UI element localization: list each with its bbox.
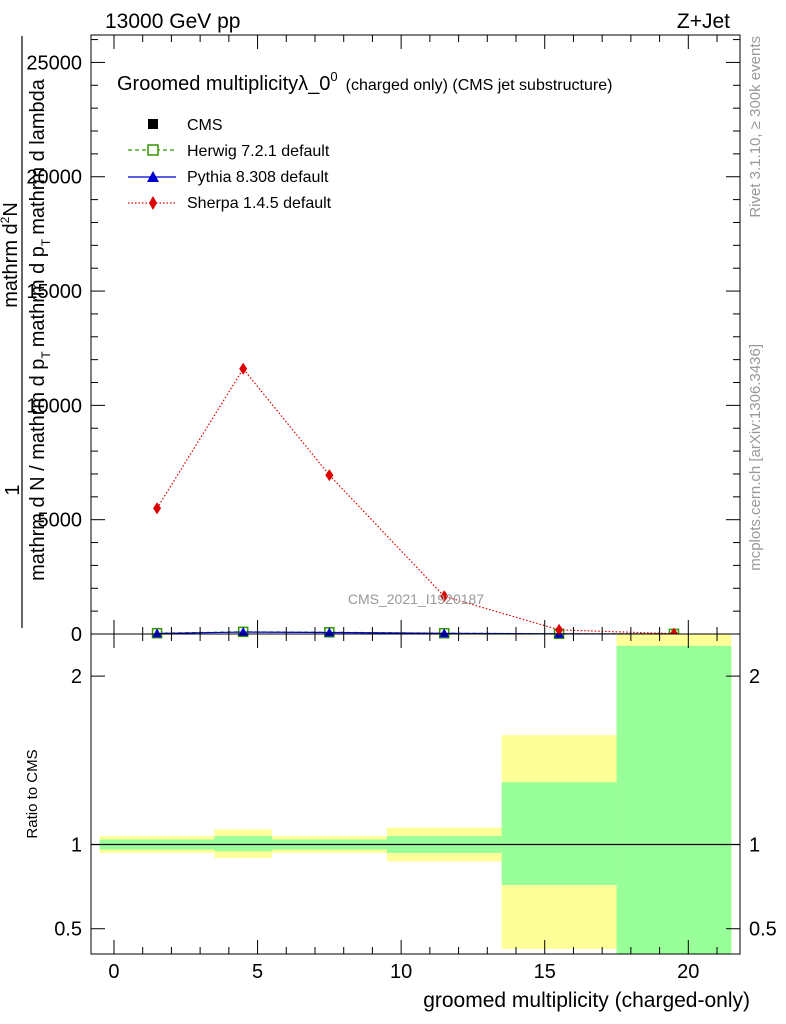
ylabel-den-sub1: T — [39, 351, 53, 359]
point-sherpa-3 — [440, 590, 449, 603]
ylabel-den-mid: mathrm d p — [27, 246, 49, 347]
ratio-ylabel: Ratio to CMS — [24, 749, 41, 838]
ratio-xtick-label-3: 15 — [534, 961, 556, 983]
point-sherpa-0 — [153, 502, 162, 515]
plot-title: Groomed multiplicityλ_00 (charged only) (… — [117, 69, 612, 95]
header-left: 13000 GeV pp — [105, 10, 240, 33]
ratio-xtick-label-2: 10 — [390, 961, 412, 983]
plot-title-main: Groomed multiplicityλ_0 — [117, 73, 330, 95]
main-ytick-label-0: 0 — [71, 624, 82, 646]
legend-cms-marker — [148, 119, 158, 129]
ylabel-num-d: mathrm d — [0, 223, 22, 307]
band-green-1 — [214, 836, 272, 852]
side-mcplots-text: mcplots.cern.ch [arXiv:1306.3436] — [747, 344, 764, 571]
point-pythia-0 — [152, 628, 163, 638]
main-ylabel: 1 mathrm d2N mathrm d N / mathrm d pTmat… — [0, 36, 53, 628]
plot-title-small: (charged only) (CMS jet substructure) — [346, 77, 613, 94]
side-rivet-text: Rivet 3.1.10, ≥ 300k events — [747, 36, 764, 218]
ylabel-num-n: N — [0, 202, 22, 216]
ylabel-den-end: mathrm d lambda — [27, 78, 49, 234]
main-plot: 0 5000 10000 15000 20000 25000 Groomed multip… — [0, 34, 741, 646]
legend-pythia-label: Pythia 8.308 default — [187, 169, 329, 186]
ylabel-one: 1 — [2, 484, 24, 495]
band-green-5 — [616, 645, 732, 954]
series-line-sherpa — [156, 367, 674, 635]
main-ticks: 0 5000 10000 15000 20000 25000 — [26, 35, 740, 646]
legend-pythia-marker — [147, 171, 159, 182]
ratio-xtick-label-0: 0 — [108, 961, 119, 983]
ratio-xtick-label-4: 20 — [677, 961, 699, 983]
main-ytick-label-2: 10000 — [26, 395, 82, 417]
point-sherpa-4 — [555, 623, 564, 636]
legend: CMS Herwig 7.2.1 default Pythia 8.308 de… — [128, 117, 332, 212]
ratio-ytick-label-right-2: 2 — [749, 666, 760, 688]
band-green-4 — [501, 782, 617, 885]
ratio-ytick-label-left-2: 2 — [71, 666, 82, 688]
ylabel-numerator: mathrm d2N — [0, 202, 22, 308]
watermark: CMS_2021_I1920187 — [348, 591, 484, 607]
ylabel-denominator: mathrm d N / mathrm d pTmathrm d pTmathr… — [27, 78, 53, 581]
ratio-plot: 0.5 0.51 12 20 5 10 15 20 Ratio to CMS groomed … — [24, 633, 777, 1012]
legend-cms-label: CMS — [187, 117, 223, 134]
ratio-xtick-label-1: 5 — [252, 961, 263, 983]
point-sherpa-2 — [325, 469, 334, 482]
ratio-ytick-label-right-1: 1 — [749, 835, 760, 857]
main-ytick-label-3: 15000 — [26, 281, 82, 303]
ratio-xlabel: groomed multiplicity (charged-only) — [423, 989, 750, 1012]
ratio-ticks: 0.5 0.51 12 20 5 10 15 20 — [54, 634, 777, 983]
plot-title-sup: 0 — [330, 69, 337, 84]
point-pythia-3 — [439, 628, 450, 638]
main-ytick-label-1: 5000 — [38, 510, 83, 532]
ratio-ytick-label-left-0: 0.5 — [54, 919, 82, 941]
ylabel-num-sup: 2 — [0, 216, 12, 223]
ratio-ytick-label-left-1: 1 — [71, 835, 82, 857]
legend-herwig-label: Herwig 7.2.1 default — [187, 143, 330, 160]
legend-sherpa-label: Sherpa 1.4.5 default — [187, 195, 332, 212]
main-ytick-label-4: 20000 — [26, 167, 82, 189]
header-right: Z+Jet — [677, 10, 730, 33]
ylabel-den-sub2: T — [39, 238, 53, 246]
main-ytick-label-5: 25000 — [26, 52, 82, 74]
legend-sherpa-marker — [149, 196, 157, 210]
legend-herwig-marker — [147, 144, 159, 156]
ratio-plot-frame — [90, 633, 741, 955]
ratio-marks — [91, 634, 740, 954]
ylabel-den-a: mathrm d N / mathrm d p — [27, 359, 49, 581]
point-sherpa-1 — [239, 362, 248, 375]
ratio-ytick-label-right-0: 0.5 — [749, 919, 777, 941]
